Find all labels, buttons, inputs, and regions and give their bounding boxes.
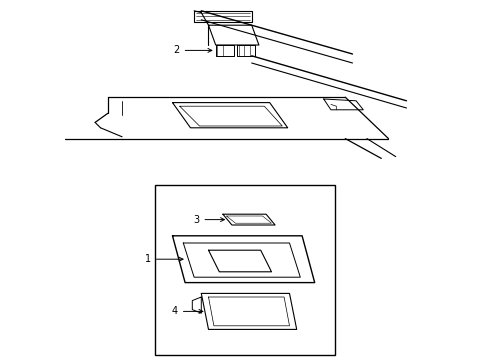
Bar — [154, 185, 334, 355]
Text: 4: 4 — [171, 306, 203, 316]
Text: 1: 1 — [144, 254, 183, 264]
Text: 2: 2 — [173, 45, 211, 55]
Text: 3: 3 — [193, 215, 224, 225]
